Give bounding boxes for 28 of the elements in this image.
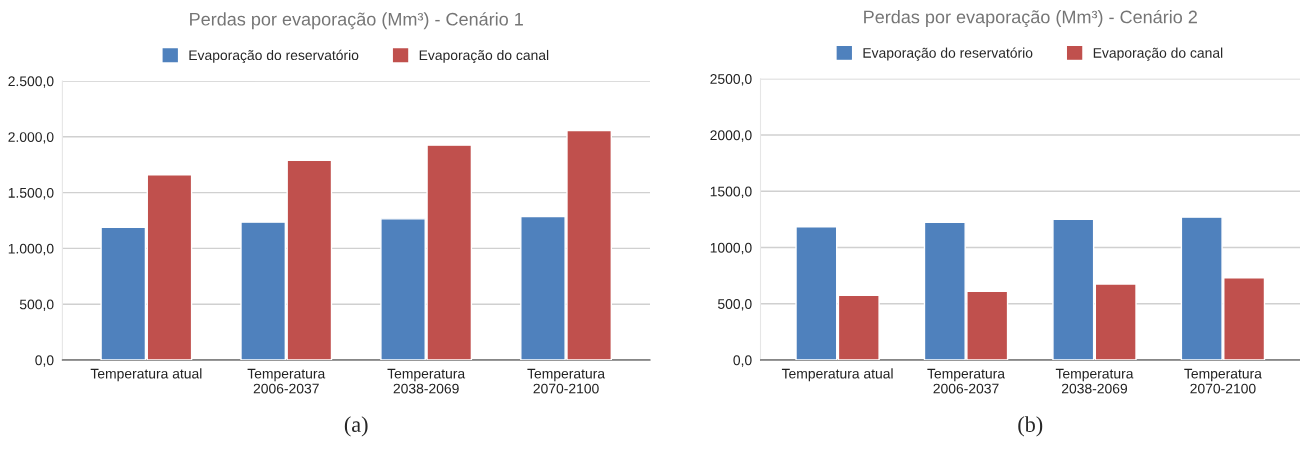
x-tick-label: Temperatura 2006-2037: [927, 368, 1006, 394]
y-tick-label: 500,0: [19, 299, 54, 312]
x-tick-label: Temperatura 2070-2100: [1184, 368, 1262, 394]
y-tick-label: 1.500,0: [8, 187, 54, 200]
legend-label: Evaporação do reservatório: [189, 49, 359, 63]
legend-label: Evaporação do canal: [1093, 47, 1223, 61]
y-tick-label: 2.500,0: [8, 76, 54, 88]
x-tick-label: Temperatura 2070-2100: [527, 368, 606, 394]
y-tick-label: 500,0: [717, 299, 752, 311]
chart-title: Perdas por evaporação (Mm³) - Cenário 1: [190, 12, 523, 30]
x-tick-label: Temperatura atual: [90, 368, 202, 382]
x-tick-label: Temperatura atual: [781, 368, 893, 382]
y-tick-label: 2.000,0: [8, 132, 54, 144]
x-tick-label: Temperatura 2038-2069: [1055, 368, 1134, 394]
legend-label: Evaporação do canal: [419, 49, 549, 63]
chart-title: Perdas por evaporação (Mm³) - Cenário 2: [864, 9, 1197, 28]
y-tick-label: 2500,0: [710, 74, 752, 86]
text: (b): [1018, 416, 1043, 437]
y-tick-label: 0,0: [35, 355, 54, 367]
x-tick-label: Temperatura 2038-2069: [387, 368, 466, 394]
y-tick-label: 2000,0: [710, 130, 752, 142]
y-tick-label: 0,0: [733, 355, 752, 367]
y-tick-label: 1000,0: [710, 242, 752, 255]
text: (a): [344, 416, 368, 437]
legend-label: Evaporação do reservatório: [863, 47, 1033, 61]
x-tick-label: Temperatura 2006-2037: [247, 368, 326, 394]
y-tick-label: 1500,0: [710, 186, 752, 199]
y-tick-label: 1.000,0: [8, 243, 54, 256]
